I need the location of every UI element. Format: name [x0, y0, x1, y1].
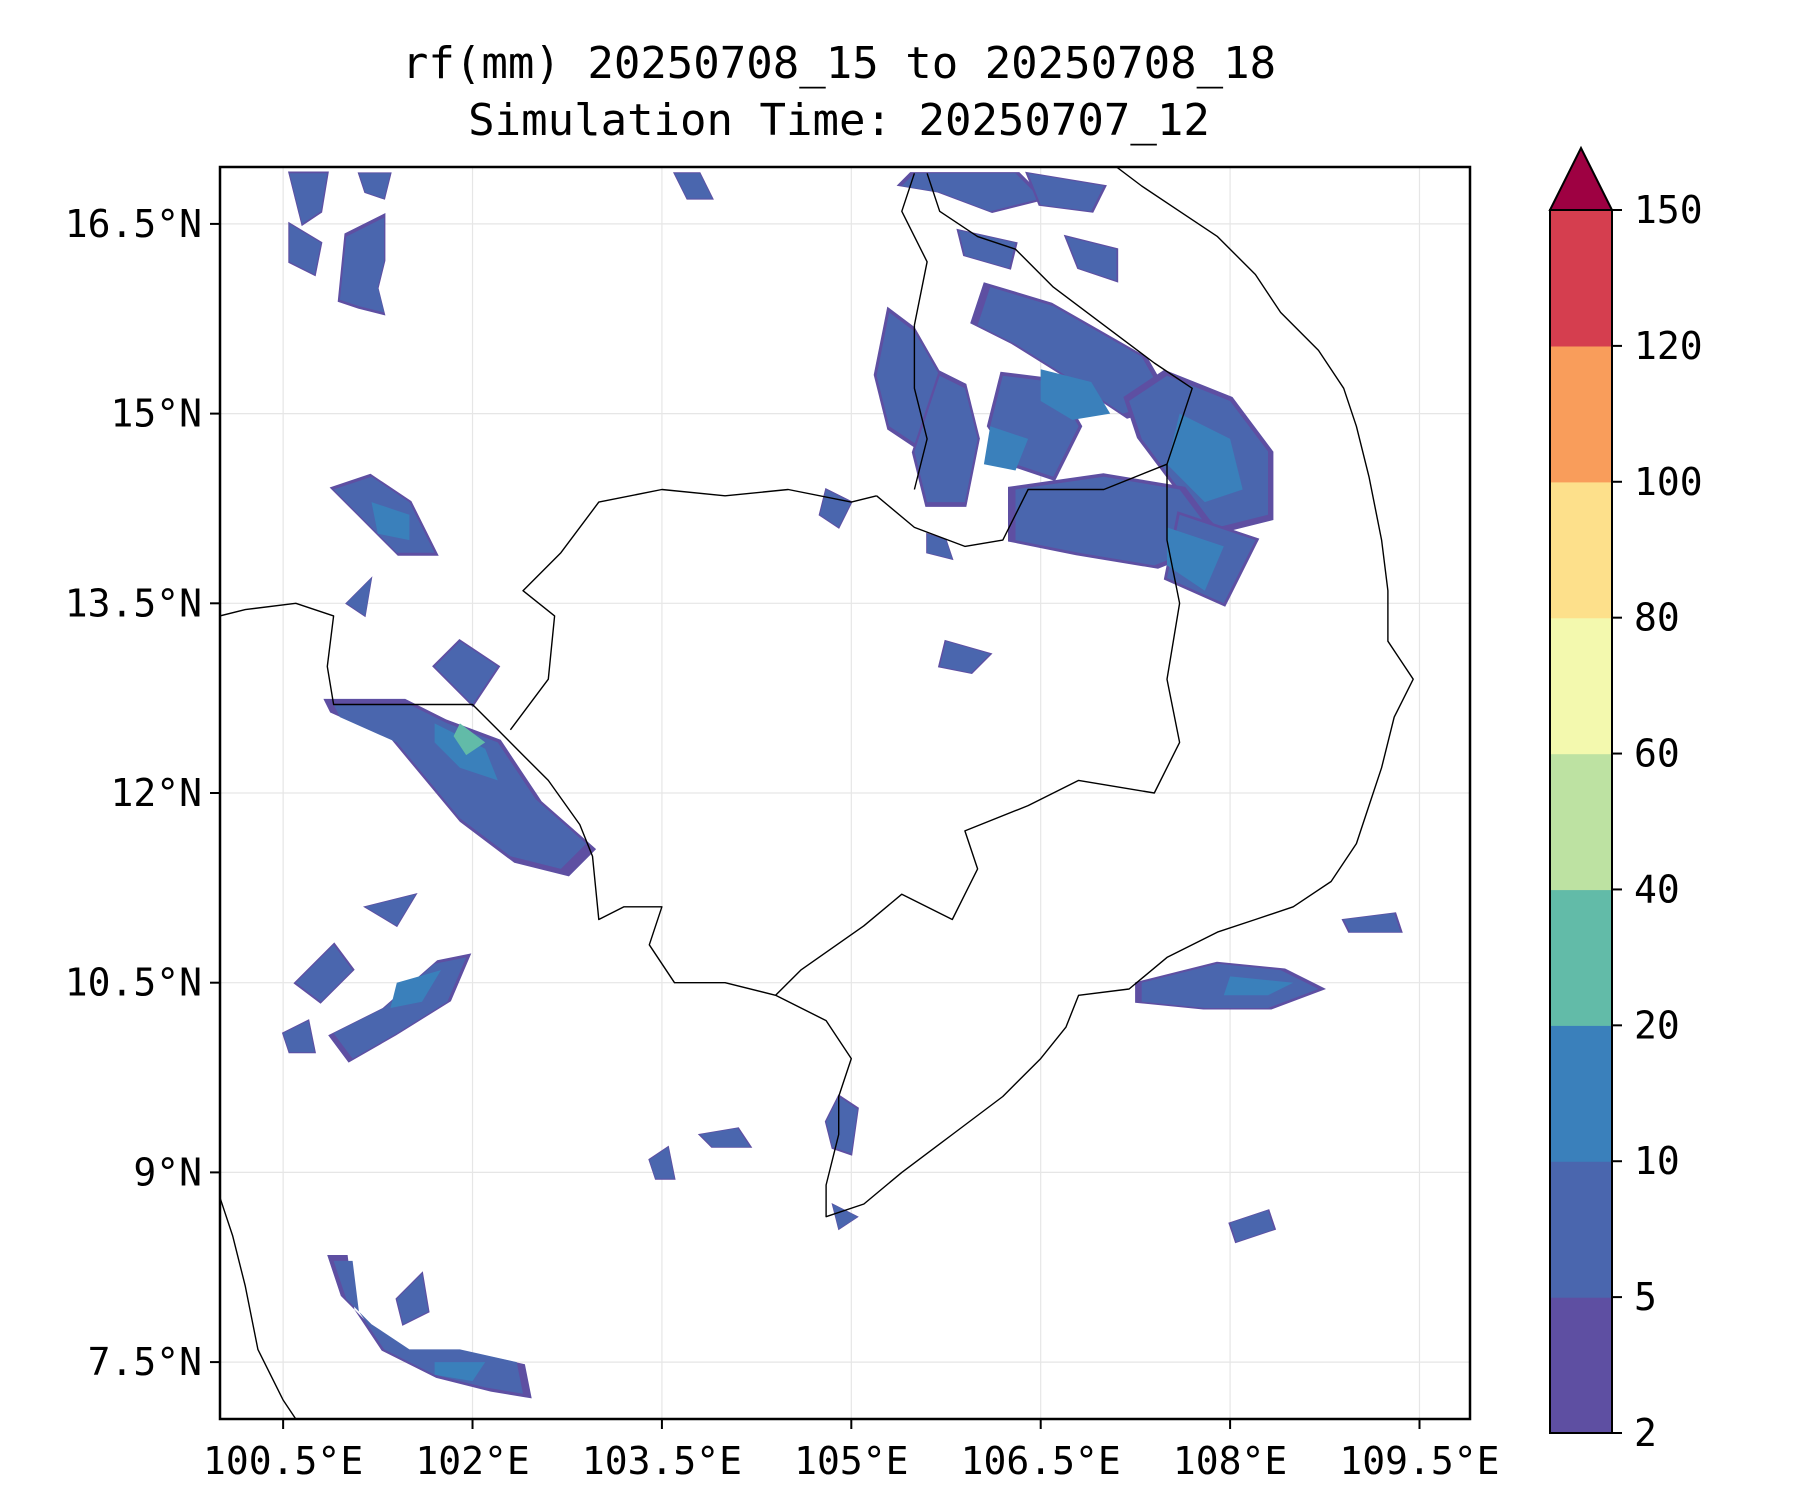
rain-area-20mm [453, 723, 486, 756]
border-cambodia-vietnam [775, 463, 1181, 996]
x-tick-label: 105°E [794, 1439, 908, 1483]
colorbar-bin [1550, 1297, 1612, 1434]
rain-area-5mm [1028, 173, 1104, 212]
rain-area-5mm [1066, 236, 1117, 281]
rain-area-5mm [396, 1273, 429, 1325]
x-tick-label: 109.5°E [1339, 1439, 1499, 1483]
rain-area-5mm [939, 641, 991, 673]
colorbar-tick-label: 5 [1634, 1275, 1657, 1319]
colorbar-tick-label: 2 [1634, 1411, 1657, 1455]
coastlines-and-borders [220, 167, 1414, 1419]
x-tick-label: 106.5°E [961, 1439, 1121, 1483]
rain-area-5mm [434, 641, 498, 705]
rain-area-5mm [289, 173, 328, 224]
x-tick-label: 102°E [415, 1439, 529, 1483]
colorbar-bin [1550, 210, 1612, 347]
colorbar-bin [1550, 753, 1612, 891]
longitude-ticks: 100.5°E 102°E 103.5°E 105°E 106.5°E 108°E 109.… [203, 1419, 1500, 1483]
rain-area-5mm [289, 223, 321, 275]
colorbar-bin [1550, 1025, 1612, 1162]
rain-area-10mm [434, 1362, 486, 1382]
rain-area-5mm [649, 1147, 675, 1179]
rain-area-5mm [674, 173, 713, 199]
y-tick-label: 16.5°N [65, 202, 202, 246]
rain-area-5mm [1343, 913, 1401, 933]
colorbar-tick-label: 100 [1634, 460, 1703, 504]
border-laos-thailand [901, 173, 928, 490]
rain-area-5mm [914, 375, 978, 503]
coastline-peninsula [220, 1197, 297, 1419]
rain-area-5mm [295, 944, 353, 1002]
rain-area-5mm [339, 217, 385, 313]
rain-area-10mm [983, 426, 1029, 471]
x-tick-label: 100.5°E [203, 1439, 363, 1483]
rain-area-10mm [1167, 527, 1224, 591]
gridlines [220, 167, 1470, 1419]
rain-area-5mm [901, 173, 1041, 212]
y-tick-label: 13.5°N [65, 581, 202, 625]
title-line-2: Simulation Time: 20250707_12 [468, 95, 1210, 146]
rain-area-5mm [358, 173, 391, 199]
colorbar: 2 5 10 20 40 60 80 100 120 150 [1548, 145, 1703, 1455]
colorbar-extend-arrow [1548, 145, 1614, 211]
colorbar-tick-label: 40 [1634, 867, 1680, 911]
colorbar-tick-label: 60 [1634, 732, 1680, 776]
colorbar-bin [1550, 481, 1612, 619]
y-tick-label: 10.5°N [65, 961, 202, 1005]
rain-area-5mm [333, 1260, 523, 1394]
y-tick-label: 9°N [133, 1150, 202, 1194]
rain-area-5mm [699, 1128, 751, 1148]
coastline-vietnam [775, 167, 1414, 1218]
colorbar-frame [1549, 209, 1613, 1434]
x-tick-label: 108°E [1173, 1439, 1287, 1483]
y-tick-label: 12°N [110, 771, 202, 815]
colorbar-tick-label: 150 [1634, 188, 1703, 232]
rain-area-5mm [333, 704, 587, 869]
latitude-ticks: 16.5°N 15°N 13.5°N 12°N 10.5°N 9°N 7.5°N [65, 202, 220, 1384]
rain-area-5mm [819, 489, 852, 528]
colorbar-tick-label: 120 [1634, 324, 1703, 368]
rain-area-5mm [832, 1204, 858, 1230]
rain-area-5mm [977, 287, 1167, 414]
rain-area-10mm [1040, 369, 1111, 420]
rain-area-5mm [826, 1096, 858, 1154]
rain-area-5mm [927, 533, 953, 559]
rain-area-10mm [371, 502, 410, 541]
colorbar-bin [1550, 345, 1612, 483]
rain-area-10mm [390, 970, 441, 1008]
border-cambodia-thailand [509, 488, 877, 731]
rainfall-contours [281, 171, 1403, 1399]
rain-area-5mm [958, 230, 1016, 269]
rain-area-5mm [1230, 1210, 1275, 1242]
colorbar-tick-label: 10 [1634, 1139, 1680, 1183]
colorbar-tick-label: 80 [1634, 596, 1680, 640]
rain-area-5mm [365, 894, 416, 926]
coastline-gulf-north [220, 602, 776, 996]
border-laos-vietnam [926, 173, 1193, 465]
rain-area-10mm [1223, 976, 1294, 996]
colorbar-bin [1550, 889, 1612, 1026]
colorbar-bin [1550, 617, 1612, 755]
colorbar-tick-label: 20 [1634, 1003, 1680, 1047]
y-tick-label: 15°N [110, 392, 202, 436]
rain-area-5mm [346, 578, 372, 616]
x-tick-label: 103.5°E [582, 1439, 742, 1483]
title-line-1: rf(mm) 20250708_15 to 20250708_18 [402, 38, 1276, 89]
rain-area-10mm [1167, 413, 1243, 503]
rain-area-5mm [283, 1020, 315, 1053]
y-tick-label: 7.5°N [88, 1340, 202, 1384]
map-area[interactable] [220, 167, 1470, 1419]
colorbar-bin [1550, 1161, 1612, 1298]
